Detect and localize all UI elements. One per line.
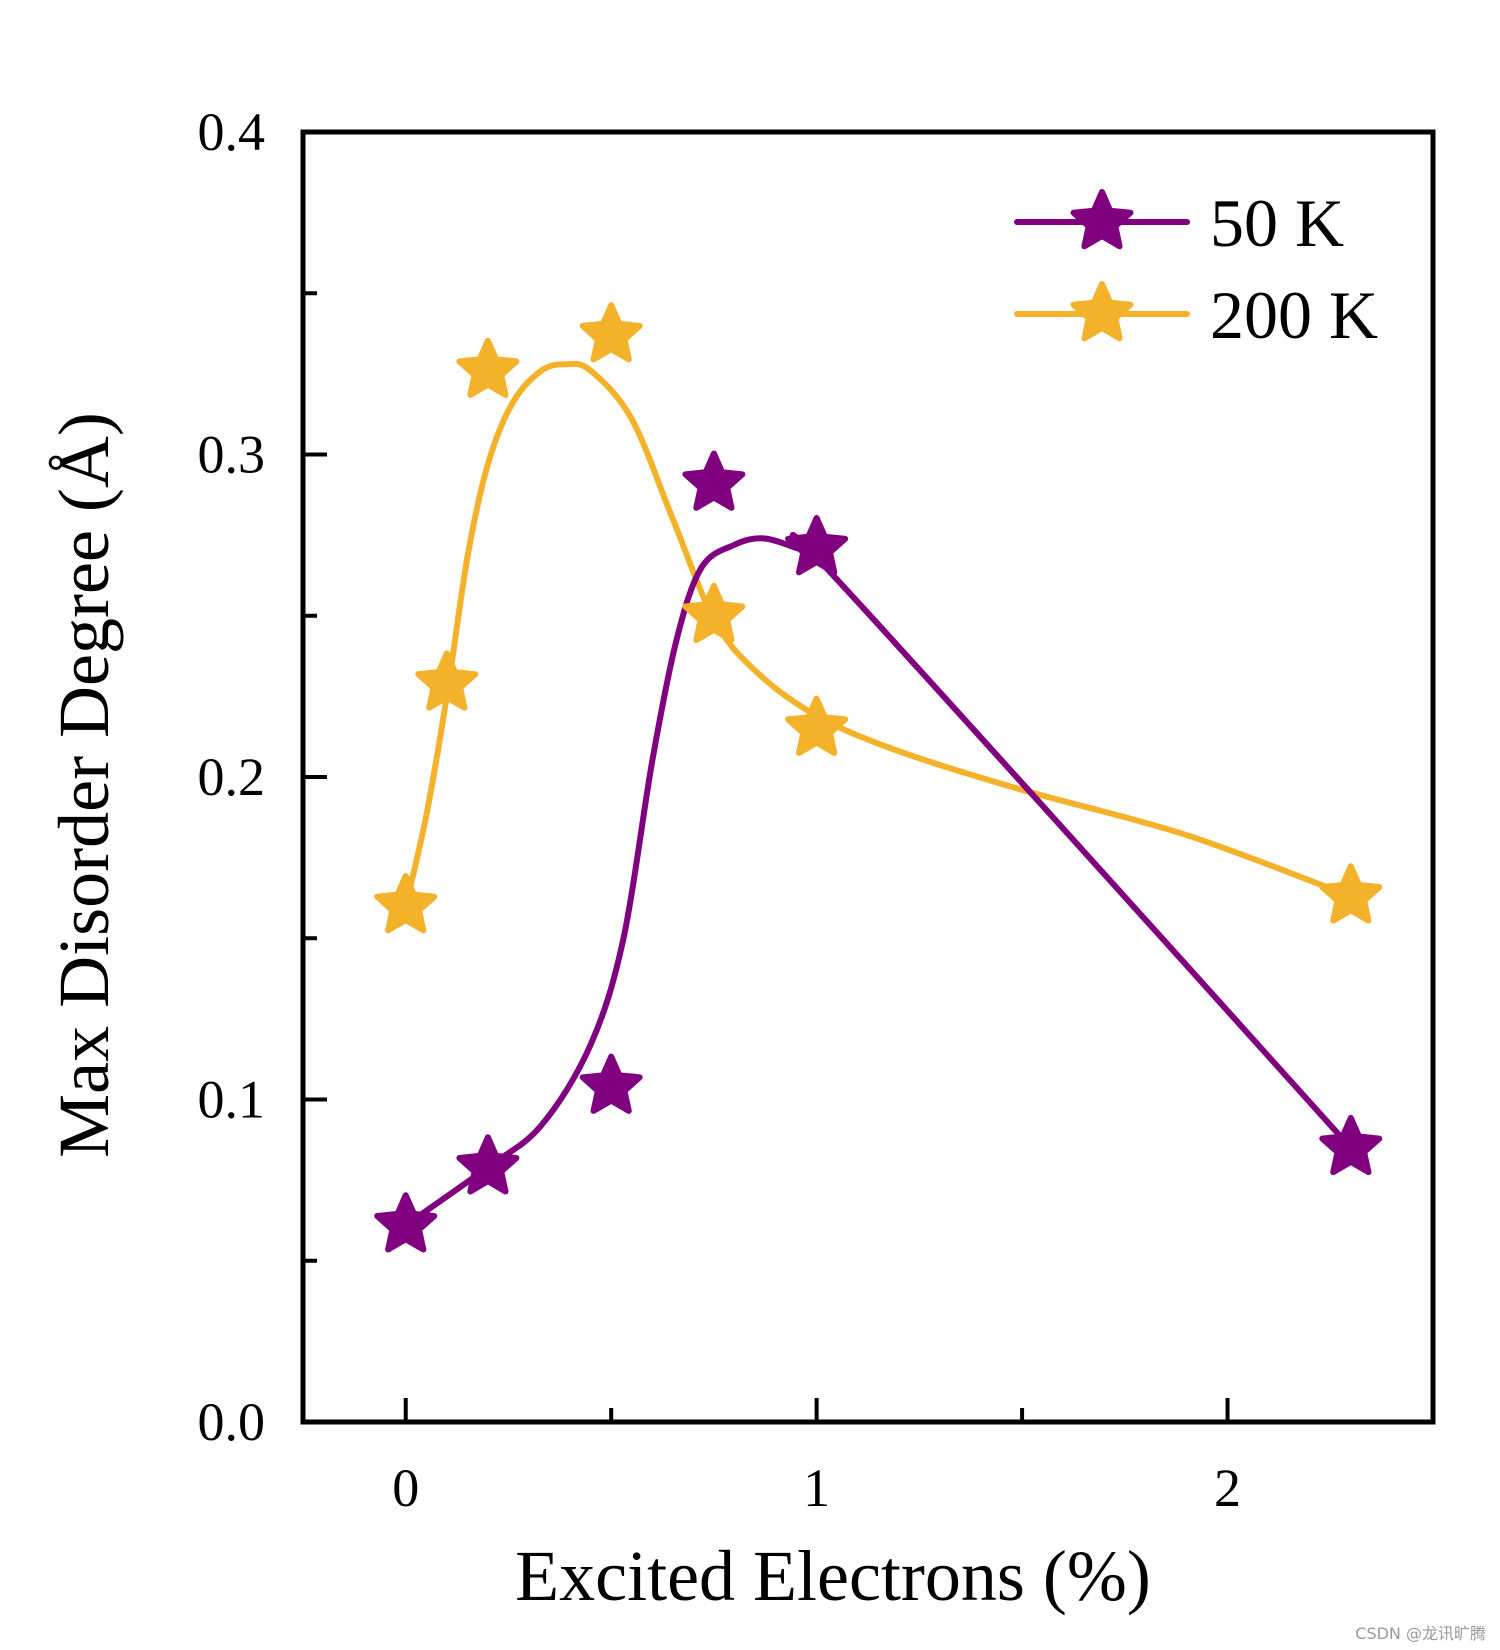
series-curves xyxy=(402,360,1354,1229)
data-point-50k xyxy=(785,515,849,576)
data-point-50k xyxy=(579,1053,643,1114)
data-point-200k xyxy=(579,302,643,363)
series-line-50k xyxy=(402,532,1354,1229)
x-tick-label: 1 xyxy=(803,1458,830,1518)
data-point-200k xyxy=(456,337,520,398)
y-tick-label: 0.3 xyxy=(198,425,266,485)
x-axis-title: Excited Electrons (%) xyxy=(515,1536,1151,1616)
legend: 50 K 200 K xyxy=(1014,185,1378,353)
data-point-200k xyxy=(415,650,479,711)
legend-marker xyxy=(1070,281,1134,342)
data-point-200k xyxy=(785,695,849,756)
data-point-50k xyxy=(456,1134,520,1195)
x-tick-label: 0 xyxy=(392,1458,419,1518)
axis-tick-labels: 0 1 2 0.0 0.1 0.2 0.3 0.4 xyxy=(198,102,1242,1518)
watermark: CSDN @龙讯旷腾 xyxy=(1355,1624,1486,1643)
x-tick-label: 2 xyxy=(1214,1458,1241,1518)
y-tick-label: 0.2 xyxy=(198,747,266,807)
series-markers xyxy=(374,302,1383,1253)
data-point-50k xyxy=(682,450,746,511)
data-point-50k xyxy=(1319,1114,1383,1176)
series-line-200k xyxy=(402,360,1354,909)
data-point-200k xyxy=(374,873,438,934)
data-point-200k xyxy=(682,582,746,643)
y-tick-label: 0.0 xyxy=(198,1392,266,1452)
legend-label: 200 K xyxy=(1210,277,1378,353)
legend-label: 50 K xyxy=(1210,185,1344,261)
y-tick-label: 0.1 xyxy=(198,1070,266,1130)
y-axis-title: Max Disorder Degree (Å) xyxy=(44,412,124,1158)
data-point-200k xyxy=(1319,863,1383,924)
axis-ticks xyxy=(303,130,1230,1424)
y-tick-label: 0.4 xyxy=(198,102,266,162)
data-point-50k xyxy=(374,1192,438,1253)
legend-marker xyxy=(1070,189,1134,250)
